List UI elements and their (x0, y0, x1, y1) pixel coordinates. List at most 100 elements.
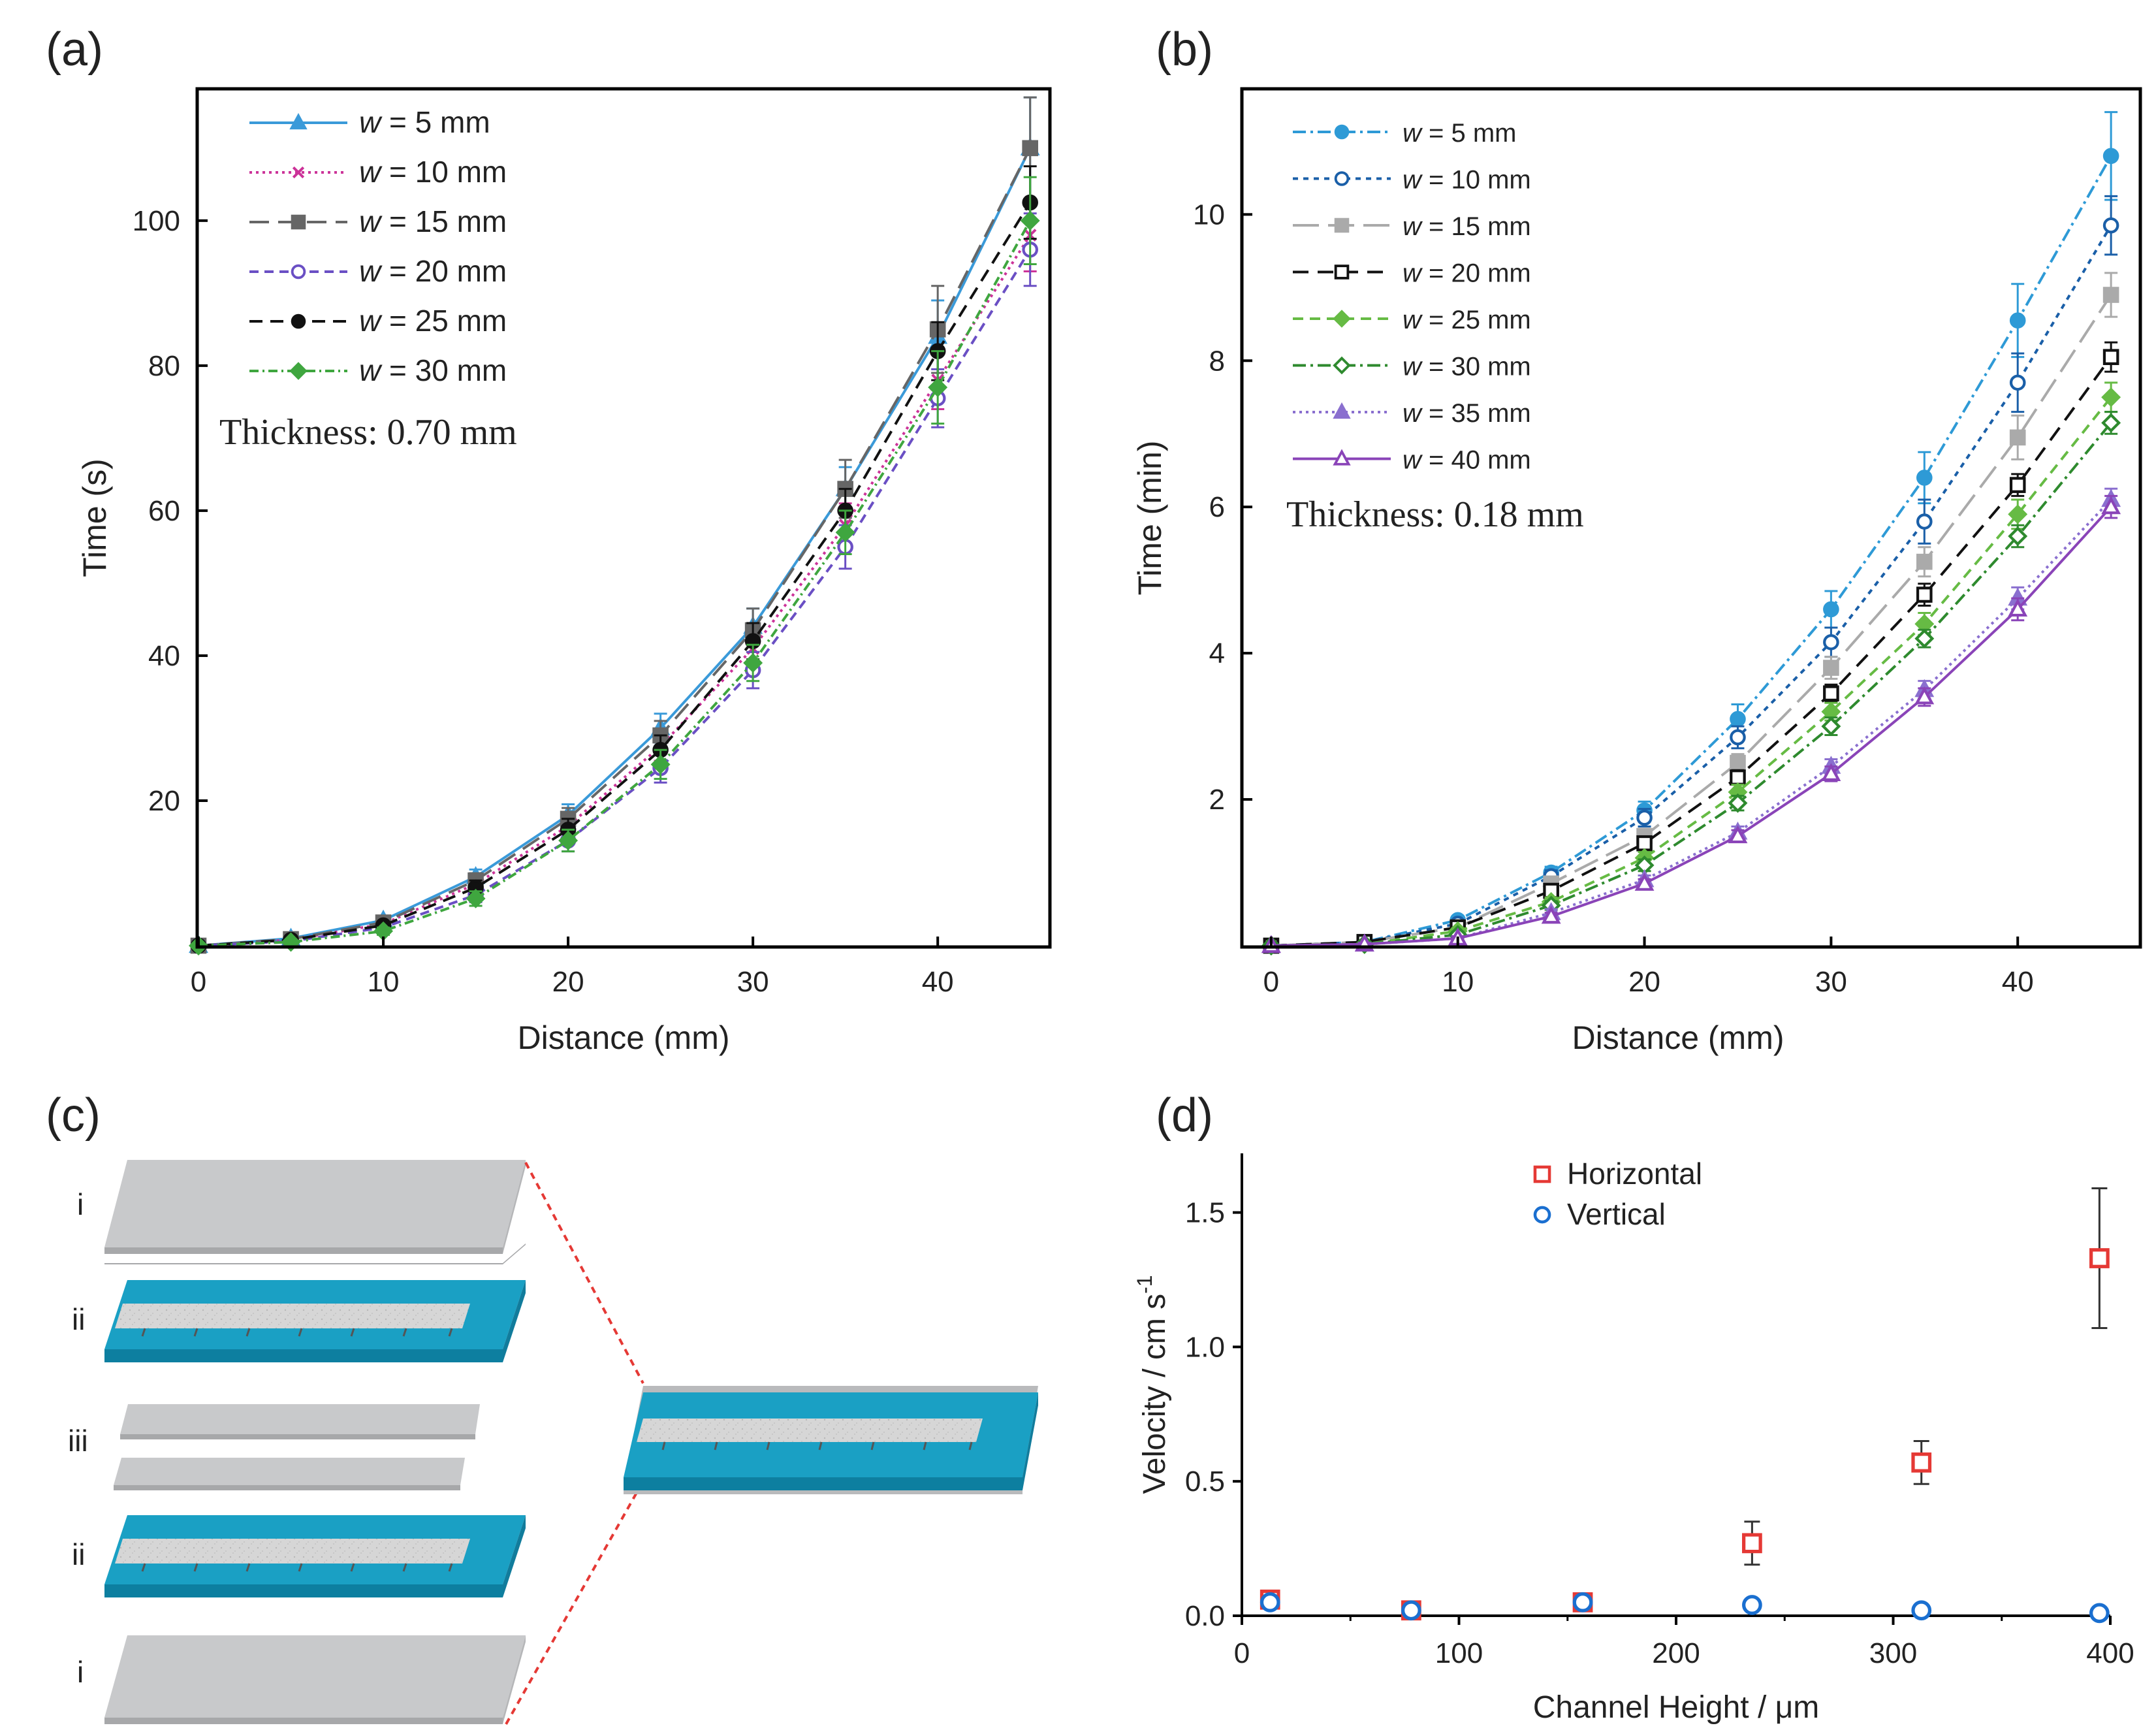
legend-label-rest: = 5 mm (381, 105, 490, 139)
y-tick-label: 1.5 (1185, 1197, 1225, 1229)
legend-label-var: w (1403, 446, 1423, 475)
x-tick-label: 30 (737, 966, 769, 998)
chart-a-ylabel: Time (s) (76, 458, 113, 577)
y-tick-label: 10 (1193, 199, 1225, 231)
chart-d-ylabel-text: Velocity / cm s (1137, 1294, 1172, 1494)
layer-label-4: ii (72, 1537, 85, 1571)
series-8 (1261, 494, 2121, 954)
data-point (2101, 496, 2121, 515)
data-point (2089, 1248, 2110, 1268)
chart-d-legend: Horizontal Vertical (1533, 1157, 1702, 1231)
legend-label-var: w (1403, 353, 1423, 381)
series-3 (190, 96, 1038, 954)
series-line (1271, 498, 2112, 947)
legend-swatch-marker (1334, 124, 1350, 140)
legend-entry-1: w = 5 mm (1293, 119, 1516, 148)
y-tick-label: 4 (1209, 637, 1225, 669)
series-line (1271, 294, 2112, 947)
legend-label: w = 5 mm (1403, 119, 1516, 148)
chart-a-annotation: Thickness: 0.70 mm (219, 412, 517, 453)
legend-label: w = 25 mm (1403, 306, 1531, 334)
legend-label-var: w (1403, 119, 1423, 148)
device-exploded-diagram: i ii iii ii i (68, 1160, 1038, 1725)
data-point (2102, 287, 2119, 303)
data-point (1020, 210, 1040, 231)
legend-label-rest: = 15 mm (381, 204, 507, 238)
legend-label-var: w (1403, 212, 1423, 241)
legend-swatch-marker (292, 166, 305, 179)
chart-d-ylabel-sup: -1 (1133, 1275, 1156, 1293)
chart-a-frame (195, 87, 1052, 949)
series-6 (1261, 411, 2121, 955)
layer-tape-upper (104, 1280, 526, 1362)
legend-swatch-marker (1334, 217, 1350, 233)
series-line (198, 249, 1032, 947)
legend-label: w = 10 mm (359, 155, 507, 189)
x-tick-label: 400 (2086, 1637, 2134, 1669)
legend-swatch-marker (1333, 402, 1351, 419)
legend-label-var: w (359, 105, 383, 139)
layer-paper-bottom (104, 1635, 526, 1724)
data-point (2009, 477, 2026, 493)
legend-label-rest: = 35 mm (1421, 399, 1531, 428)
guide-line-top (524, 1162, 644, 1384)
legend-label-rest: = 25 mm (1421, 306, 1531, 334)
legend-label: w = 30 mm (1403, 353, 1531, 381)
chart-b-xlabel: Distance (mm) (1572, 1019, 1784, 1056)
panel-label-c: (c) (46, 1089, 101, 1142)
legend-label-var: w (1403, 166, 1423, 195)
legend-label-var: w (1403, 399, 1423, 428)
legend-label-var: w (359, 204, 383, 238)
data-point (2101, 413, 2121, 433)
data-point (2008, 526, 2028, 546)
series-2 (1260, 1592, 2110, 1624)
x-tick-label: 10 (1442, 966, 1474, 998)
legend-label-rest: = 20 mm (381, 254, 507, 288)
legend-swatch-marker (289, 112, 308, 130)
legend-label: w = 35 mm (1403, 399, 1531, 428)
legend-swatch-marker (1333, 356, 1351, 375)
x-tick-label: 20 (552, 966, 584, 998)
legend-label: w = 10 mm (1403, 166, 1531, 195)
y-tick-label: 20 (148, 785, 180, 817)
data-point (1634, 873, 1655, 891)
y-tick-label: 0.5 (1185, 1466, 1225, 1498)
data-point (2009, 429, 2026, 446)
x-tick-label: 20 (1628, 966, 1660, 998)
legend-swatch-marker (1533, 1165, 1551, 1183)
legend-label-rest: = 40 mm (1421, 446, 1531, 475)
data-point (1260, 1592, 1280, 1612)
chart-b-frame (1240, 87, 2142, 949)
legend-entry-1: Horizontal (1533, 1157, 1702, 1191)
series-line (198, 234, 1032, 947)
legend-entry-3: w = 15 mm (249, 204, 507, 238)
data-point (835, 522, 855, 543)
x-tick-label: 10 (368, 966, 400, 998)
data-point (743, 653, 763, 673)
data-point (1916, 586, 1933, 603)
data-point (1914, 628, 1935, 649)
layer-label-2: ii (72, 1302, 85, 1336)
x-tick-label: 30 (1815, 966, 1847, 998)
chart-b-series (1261, 111, 2121, 955)
y-tick-label: 2 (1209, 784, 1225, 816)
layer-paper-strips (114, 1404, 480, 1490)
series-line (1271, 225, 2112, 947)
chart-d: 0 100 200 300 400 0.0 0.5 1.0 1.5 Horizontal Vert… (1133, 1153, 2134, 1725)
chart-b-ticks: 0 10 20 30 40 2 4 6 8 10 (1193, 199, 2034, 998)
series-3 (1263, 272, 2119, 954)
guide-line-bottom (505, 1481, 644, 1725)
data-point (1821, 716, 1841, 737)
x-tick-label: 300 (1869, 1637, 1917, 1669)
legend-entry-6: w = 30 mm (249, 353, 507, 387)
legend-swatch-marker (291, 264, 306, 280)
legend-label-var: w (359, 254, 383, 288)
legend-label: w = 30 mm (359, 353, 507, 387)
chart-a-series (189, 96, 1040, 955)
data-point (1022, 140, 1038, 157)
legend-swatch-marker (1333, 449, 1351, 466)
legend-label-var: w (1403, 306, 1423, 334)
legend-label: w = 40 mm (1403, 446, 1531, 475)
legend-swatch-marker (289, 362, 308, 380)
legend-swatch-marker (291, 214, 306, 230)
